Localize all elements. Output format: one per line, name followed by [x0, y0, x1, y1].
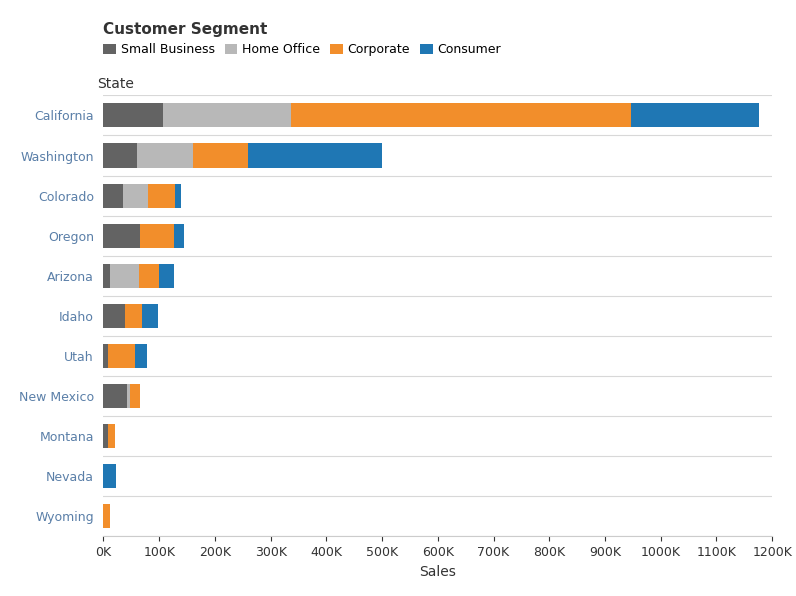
Bar: [139, 264, 158, 288]
Bar: [163, 103, 291, 128]
Bar: [103, 184, 123, 207]
Bar: [175, 184, 181, 207]
Bar: [103, 344, 108, 368]
Text: State: State: [97, 77, 134, 91]
Bar: [125, 304, 142, 328]
Bar: [130, 384, 140, 408]
X-axis label: Sales: Sales: [419, 564, 456, 579]
Bar: [135, 344, 147, 368]
Bar: [142, 304, 158, 328]
Bar: [103, 504, 110, 529]
Bar: [291, 103, 631, 128]
Bar: [103, 224, 140, 248]
Bar: [103, 144, 137, 167]
Bar: [103, 384, 127, 408]
Bar: [148, 184, 175, 207]
Bar: [108, 424, 115, 448]
Bar: [103, 424, 108, 448]
Bar: [103, 304, 125, 328]
Bar: [127, 384, 130, 408]
Bar: [110, 264, 139, 288]
Bar: [108, 344, 135, 368]
Bar: [103, 103, 163, 128]
Bar: [248, 144, 382, 167]
Legend: Small Business, Home Office, Corporate, Consumer: Small Business, Home Office, Corporate, …: [103, 22, 501, 57]
Bar: [140, 224, 174, 248]
Bar: [123, 184, 148, 207]
Bar: [174, 224, 184, 248]
Bar: [631, 103, 759, 128]
Bar: [137, 144, 193, 167]
Bar: [158, 264, 174, 288]
Bar: [103, 264, 110, 288]
Bar: [193, 144, 248, 167]
Bar: [103, 464, 115, 488]
